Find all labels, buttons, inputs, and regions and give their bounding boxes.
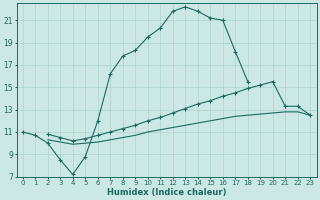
X-axis label: Humidex (Indice chaleur): Humidex (Indice chaleur) — [107, 188, 226, 197]
